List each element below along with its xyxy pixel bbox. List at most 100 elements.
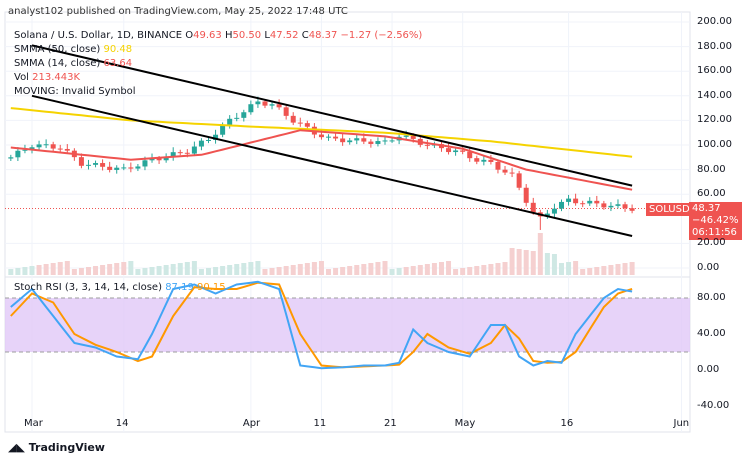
- volume-bar: [121, 262, 127, 275]
- candle-body: [107, 166, 113, 170]
- smma50-legend[interactable]: SMMA (50, close) 90.48: [14, 44, 132, 55]
- volume-bar: [93, 266, 99, 275]
- volume-bar: [156, 266, 162, 275]
- candle-body: [629, 208, 635, 211]
- candle-body: [523, 187, 529, 203]
- candle-body: [551, 208, 557, 214]
- candle-body: [530, 202, 536, 213]
- smma14-label: SMMA (14, close): [14, 58, 101, 69]
- candle-body: [290, 115, 296, 123]
- candle-body: [36, 144, 42, 148]
- volume-bar: [615, 264, 621, 275]
- candle-body: [368, 141, 374, 144]
- volume-bar: [403, 267, 409, 275]
- volume-bar: [460, 268, 466, 275]
- candle-body: [326, 136, 332, 138]
- price-tick-label: 100.00: [697, 139, 732, 150]
- publisher-text: analyst102 published on TradingView.com,…: [8, 6, 348, 17]
- volume-bar: [36, 265, 42, 275]
- stoch-legend[interactable]: Stoch RSI (3, 3, 14, 14, close) 87.19 90…: [14, 282, 226, 293]
- candle-body: [453, 150, 459, 153]
- stoch-tick-label: 80.00: [697, 292, 726, 303]
- candle-body: [587, 200, 593, 204]
- candle-body: [573, 198, 579, 204]
- volume-bar: [78, 268, 84, 275]
- volume-bar: [601, 266, 607, 275]
- candle-body: [580, 203, 586, 205]
- volume-bar: [467, 267, 473, 275]
- candle-body: [142, 160, 148, 167]
- candle-body: [601, 203, 607, 208]
- c-label: C: [301, 30, 309, 41]
- volume-legend[interactable]: Vol 213.443K: [14, 72, 80, 83]
- volume-bar: [198, 269, 204, 275]
- volume-bar: [255, 261, 261, 275]
- candle-body: [382, 140, 388, 142]
- volume-bar: [453, 269, 459, 275]
- o-label: O: [185, 30, 194, 41]
- volume-bar: [594, 267, 600, 275]
- candle-body: [198, 140, 204, 147]
- l-label: L: [264, 30, 270, 41]
- volume-bar: [438, 262, 444, 275]
- candle-body: [191, 146, 197, 154]
- candle-body: [78, 157, 84, 166]
- volume-bar: [523, 250, 529, 275]
- h-label: H: [224, 30, 233, 41]
- stoch-d-line: [10, 281, 633, 369]
- candle-body: [615, 204, 621, 206]
- trendline: [31, 94, 633, 237]
- candle-body: [163, 157, 169, 161]
- candle-body: [262, 101, 268, 106]
- volume-bar: [629, 262, 635, 275]
- volume-bar: [396, 268, 402, 275]
- volume-bar: [8, 269, 14, 275]
- logo-icon: ◢◣: [8, 441, 25, 454]
- candle-body: [375, 141, 381, 144]
- candle-body: [544, 213, 550, 217]
- stoch-k-line: [10, 280, 633, 370]
- volume-bar: [71, 269, 77, 275]
- time-tick-label: May: [454, 418, 476, 429]
- volume-bar: [276, 267, 282, 275]
- logo-text: TradingView: [28, 441, 105, 454]
- volume-bar: [417, 265, 423, 275]
- tradingview-logo[interactable]: ◢◣ TradingView: [8, 441, 105, 454]
- candle-body: [460, 150, 466, 152]
- candle-body: [516, 173, 522, 188]
- candle-body: [177, 152, 183, 154]
- price-tick-label: 200.00: [697, 16, 732, 27]
- volume-bar: [509, 248, 515, 275]
- candle-body: [283, 107, 289, 116]
- candle-body: [248, 104, 254, 113]
- candle-body: [43, 144, 49, 146]
- volume-bar: [530, 251, 536, 275]
- volume-bar: [544, 253, 550, 275]
- stoch-label: Stoch RSI (3, 3, 14, 14, close): [14, 282, 162, 293]
- bar-countdown: 06:11:56: [692, 227, 737, 238]
- candle-body: [29, 147, 35, 150]
- volume-bar: [234, 264, 240, 275]
- smma14-legend[interactable]: SMMA (14, close) 63.64: [14, 58, 132, 69]
- moving-legend[interactable]: MOVING: Invalid Symbol: [14, 86, 136, 97]
- volume-bar: [326, 269, 332, 275]
- volume-bar: [220, 266, 226, 275]
- stoch-k-value: 87.19: [165, 282, 194, 293]
- candle-body: [50, 144, 56, 149]
- volume-bar: [375, 262, 381, 275]
- candle-body: [361, 138, 367, 142]
- price-change: −46.42%: [692, 215, 739, 226]
- smma14-value: 63.64: [103, 58, 133, 69]
- volume-bar: [22, 267, 28, 275]
- price-tick-label: 180.00: [697, 40, 732, 52]
- volume-bar: [559, 263, 564, 275]
- candle-body: [269, 104, 275, 106]
- candle-body: [509, 172, 515, 174]
- volume-bar: [410, 266, 416, 275]
- volume-bar: [537, 233, 543, 275]
- candle-body: [213, 134, 219, 140]
- volume-bar: [382, 261, 388, 275]
- time-tick-label: Apr: [242, 418, 261, 429]
- volume-bar: [100, 265, 106, 275]
